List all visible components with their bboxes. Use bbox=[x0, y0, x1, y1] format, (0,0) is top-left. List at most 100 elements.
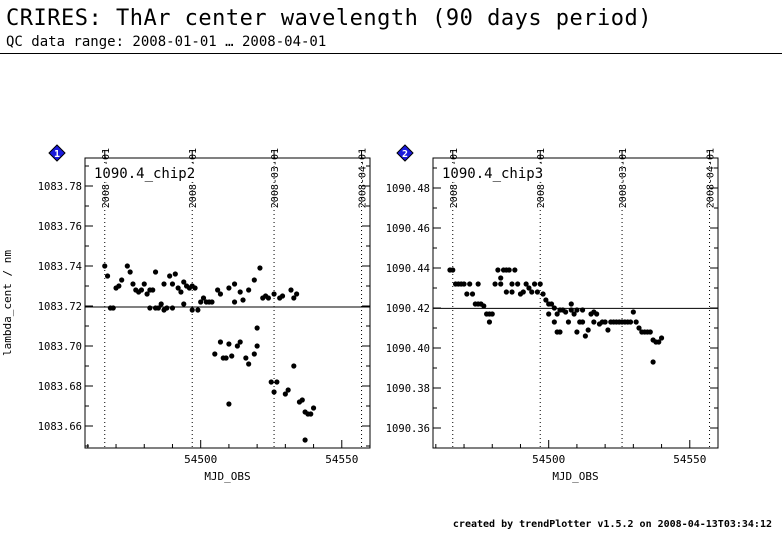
data-point bbox=[495, 267, 501, 273]
data-point bbox=[144, 291, 150, 297]
data-point bbox=[565, 319, 572, 325]
data-point bbox=[551, 305, 557, 311]
data-point bbox=[175, 285, 181, 291]
data-point bbox=[656, 339, 662, 345]
data-point bbox=[636, 325, 642, 331]
y-tick-label: 1090.48 bbox=[386, 183, 430, 195]
data-point bbox=[557, 329, 563, 335]
data-point bbox=[450, 267, 456, 273]
data-point bbox=[498, 281, 504, 287]
data-point bbox=[158, 301, 164, 307]
data-point bbox=[509, 281, 515, 287]
data-point bbox=[226, 285, 232, 291]
data-point bbox=[543, 297, 549, 303]
data-point bbox=[647, 329, 653, 335]
data-point bbox=[288, 287, 294, 293]
panel-label: 1090.4_chip2 bbox=[94, 166, 195, 182]
data-point bbox=[141, 281, 147, 287]
data-point bbox=[178, 289, 184, 295]
date-marker-label: 2008-03-01 bbox=[270, 148, 281, 208]
data-point bbox=[195, 307, 201, 313]
data-point bbox=[268, 379, 274, 385]
data-point bbox=[161, 281, 167, 287]
data-point bbox=[529, 289, 535, 295]
data-point bbox=[130, 281, 136, 287]
data-point bbox=[602, 319, 608, 325]
plot-frame bbox=[432, 157, 719, 449]
data-point bbox=[658, 335, 665, 341]
data-point bbox=[302, 437, 308, 443]
data-point bbox=[215, 287, 221, 293]
data-point bbox=[127, 269, 133, 275]
data-point bbox=[243, 355, 249, 361]
page-subtitle: QC data range: 2008-01-01 … 2008-04-01 bbox=[6, 34, 327, 50]
data-point bbox=[299, 397, 305, 403]
data-point bbox=[167, 273, 173, 279]
data-point bbox=[226, 401, 232, 407]
data-point bbox=[486, 319, 493, 325]
panel-badge-icon bbox=[396, 144, 414, 162]
y-tick-label: 1083.68 bbox=[38, 381, 82, 393]
x-tick-label: 54550 bbox=[673, 453, 706, 466]
data-point bbox=[627, 319, 634, 325]
x-tick-label: 54550 bbox=[325, 453, 358, 466]
data-point bbox=[498, 275, 504, 281]
page-title: CRIRES: ThAr center wavelength (90 days … bbox=[6, 6, 653, 31]
data-point bbox=[574, 307, 580, 313]
data-point bbox=[231, 299, 238, 305]
data-point bbox=[523, 281, 529, 287]
data-point bbox=[554, 311, 560, 317]
data-point bbox=[209, 299, 215, 305]
data-point bbox=[310, 405, 317, 411]
y-tick-label: 1090.44 bbox=[386, 263, 430, 275]
data-point bbox=[198, 299, 204, 305]
data-point bbox=[189, 307, 195, 313]
data-point bbox=[540, 291, 546, 297]
data-point bbox=[181, 301, 187, 307]
data-point bbox=[285, 387, 291, 393]
x-axis-label: MJD_OBS bbox=[552, 470, 598, 483]
y-tick-label: 1090.46 bbox=[386, 223, 430, 235]
data-point bbox=[633, 319, 639, 325]
data-point bbox=[291, 295, 297, 301]
data-point bbox=[279, 293, 286, 299]
data-point bbox=[509, 289, 515, 295]
data-point bbox=[605, 327, 611, 333]
data-point bbox=[172, 271, 178, 277]
data-point bbox=[104, 273, 111, 279]
data-point bbox=[169, 305, 176, 311]
data-point bbox=[571, 311, 577, 317]
data-point bbox=[212, 351, 218, 357]
data-point bbox=[265, 295, 272, 301]
data-point bbox=[294, 291, 300, 297]
chart-panel-2: 2008-01-012008-02-012008-03-012008-04-01… bbox=[386, 144, 719, 483]
data-point bbox=[546, 311, 552, 317]
y-tick-label: 1083.66 bbox=[38, 421, 82, 433]
data-point bbox=[574, 329, 580, 335]
data-point bbox=[164, 305, 170, 311]
data-point bbox=[531, 281, 538, 287]
y-tick-label: 1083.70 bbox=[38, 341, 82, 353]
panel-badge-number: 2 bbox=[402, 149, 408, 160]
chart-panel-1: 2008-01-012008-02-012008-03-012008-04-01… bbox=[1, 144, 371, 483]
data-point bbox=[526, 285, 532, 291]
data-point bbox=[246, 361, 252, 367]
y-axis-label: lambda_cent / nm bbox=[1, 250, 14, 356]
data-point bbox=[551, 319, 557, 325]
data-point bbox=[503, 289, 509, 295]
panel-badge-icon bbox=[48, 144, 66, 162]
data-point bbox=[630, 309, 636, 315]
data-point bbox=[240, 297, 246, 303]
y-tick-label: 1083.76 bbox=[38, 221, 82, 233]
data-point bbox=[234, 343, 240, 349]
data-point bbox=[520, 289, 526, 295]
data-point bbox=[226, 341, 232, 347]
data-point bbox=[512, 267, 518, 273]
data-point bbox=[568, 307, 574, 313]
data-point bbox=[282, 391, 288, 397]
date-marker-label: 2008-04-01 bbox=[706, 148, 717, 208]
data-point bbox=[223, 355, 229, 361]
data-point bbox=[124, 263, 130, 269]
data-point bbox=[461, 281, 467, 287]
